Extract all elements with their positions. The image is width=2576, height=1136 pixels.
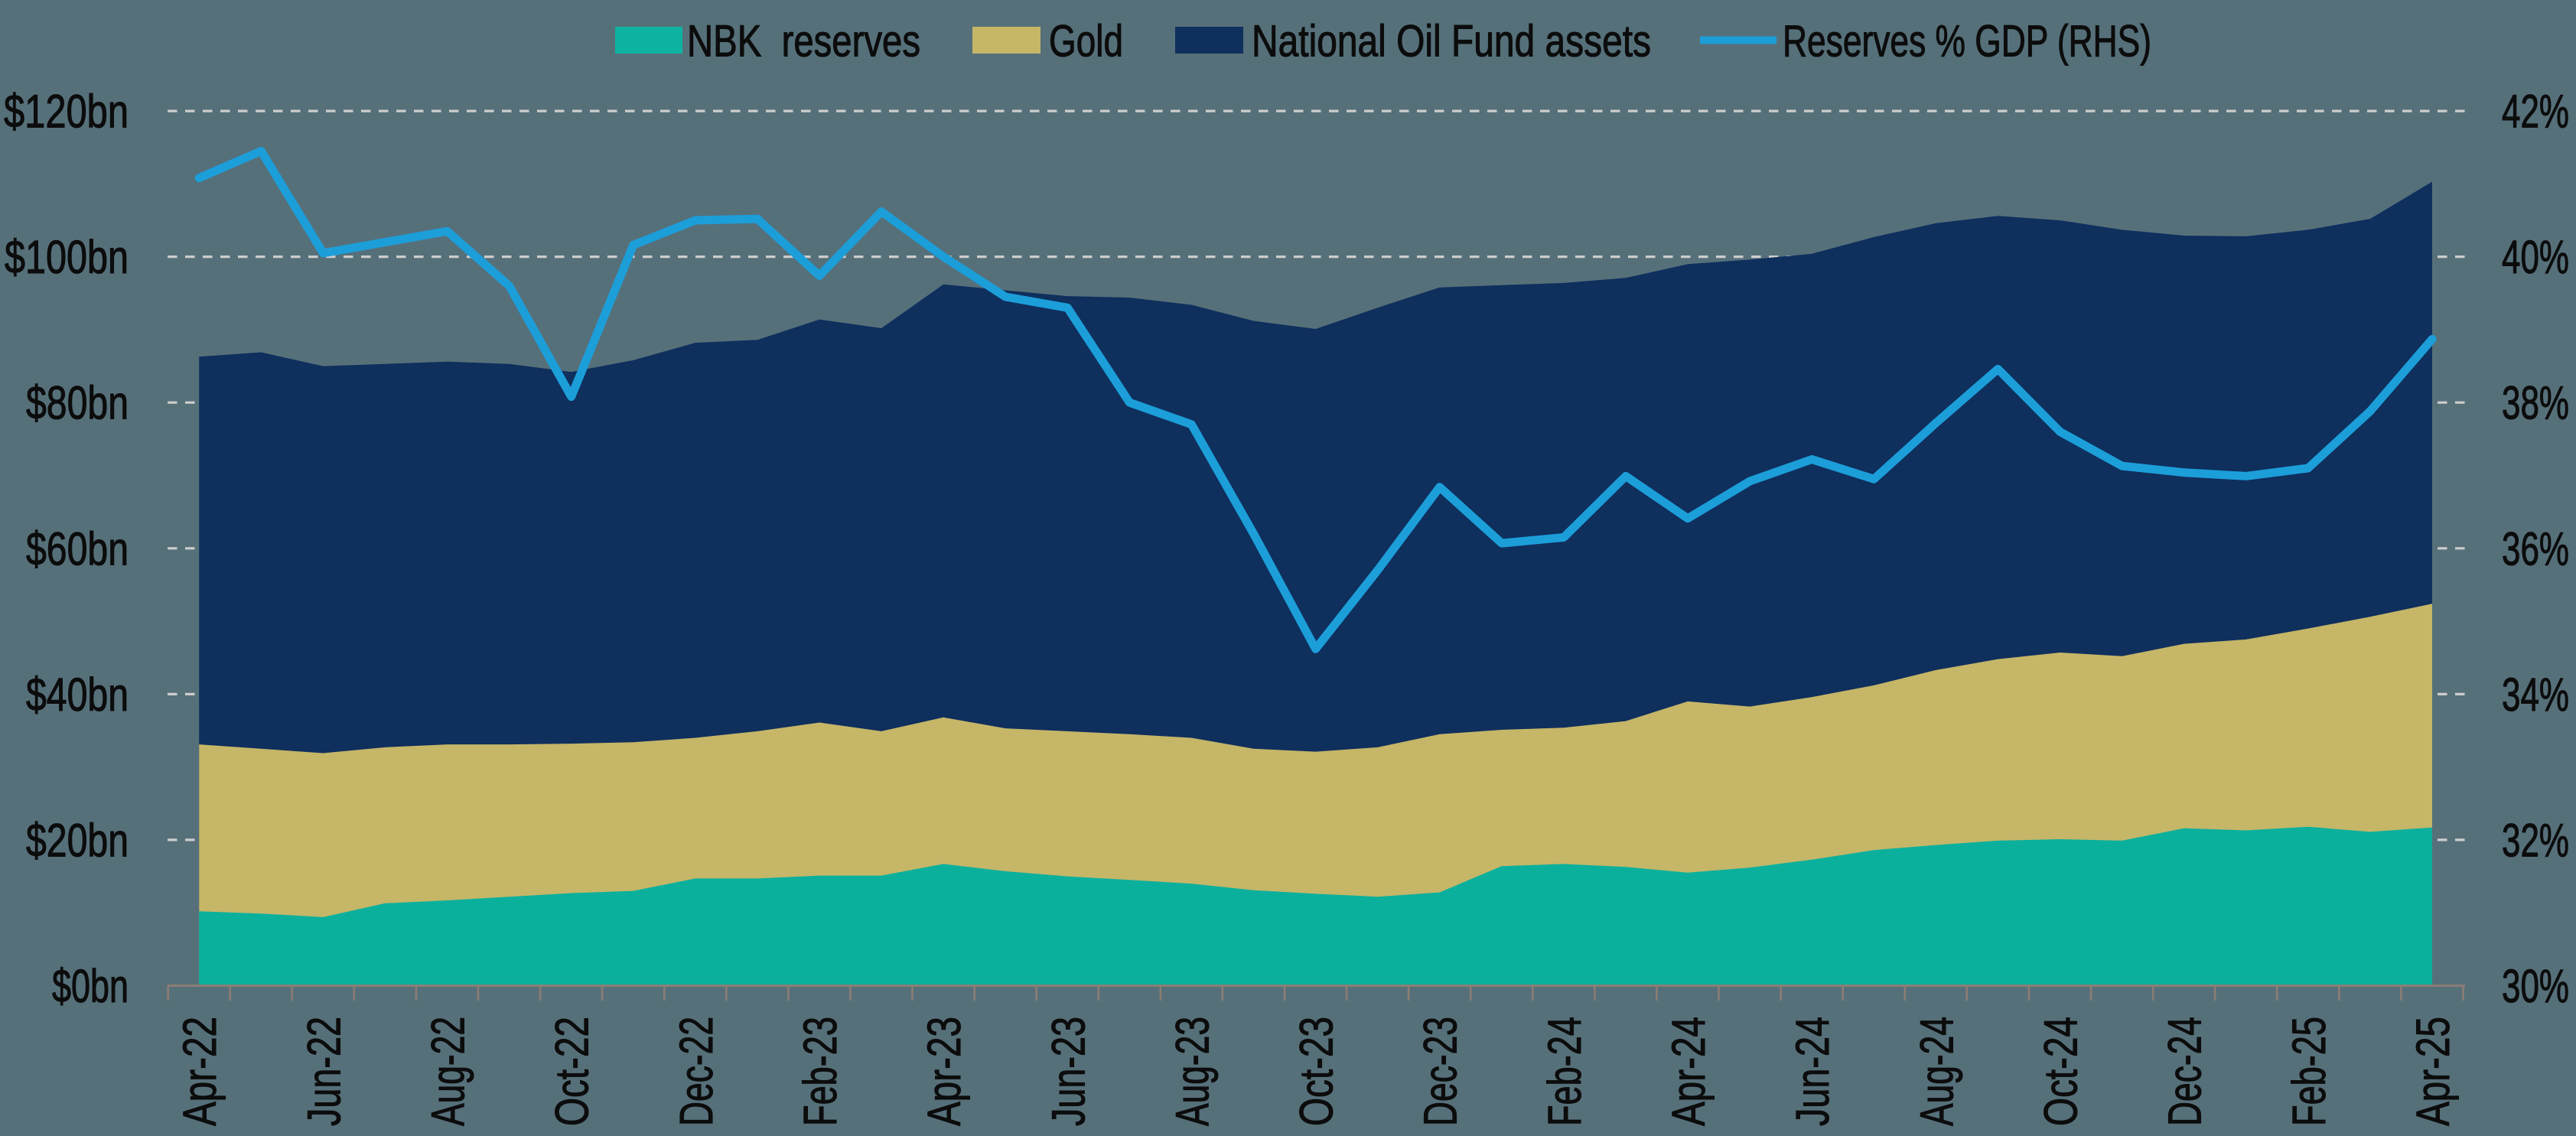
svg-text:$100bn: $100bn [5,231,129,283]
svg-text:NBK reserves: NBK reserves [687,17,920,67]
svg-text:Oct-24: Oct-24 [2035,1017,2087,1126]
svg-text:42%: 42% [2502,86,2569,138]
svg-text:Gold: Gold [1049,17,1123,67]
svg-text:32%: 32% [2502,814,2569,866]
svg-text:Dec-22: Dec-22 [670,1017,722,1126]
svg-text:Jun-24: Jun-24 [1786,1017,1838,1126]
svg-text:Aug-23: Aug-23 [1166,1017,1218,1126]
svg-text:Feb-24: Feb-24 [1539,1017,1591,1126]
svg-text:$40bn: $40bn [26,669,129,721]
svg-text:$120bn: $120bn [4,86,129,138]
svg-text:$0bn: $0bn [52,960,129,1012]
svg-text:Jun-23: Jun-23 [1042,1017,1094,1126]
svg-text:$20bn: $20bn [26,814,129,866]
svg-text:34%: 34% [2502,669,2569,721]
svg-text:Apr-24: Apr-24 [1663,1017,1715,1126]
svg-text:Dec-23: Dec-23 [1415,1017,1467,1126]
svg-text:Reserves % GDP (RHS): Reserves % GDP (RHS) [1783,17,2151,67]
svg-text:Feb-23: Feb-23 [794,1017,846,1126]
svg-text:30%: 30% [2502,960,2569,1012]
svg-text:Dec-24: Dec-24 [2159,1017,2211,1126]
svg-text:National Oil Fund assets: National Oil Fund assets [1252,17,1651,67]
svg-text:Apr-23: Apr-23 [918,1017,970,1126]
svg-text:Apr-22: Apr-22 [174,1017,226,1126]
svg-text:38%: 38% [2502,377,2569,429]
svg-text:$80bn: $80bn [26,377,129,429]
svg-text:Oct-23: Oct-23 [1291,1017,1343,1126]
svg-text:36%: 36% [2502,522,2569,575]
svg-text:Apr-25: Apr-25 [2407,1017,2459,1126]
svg-text:Aug-22: Aug-22 [422,1017,474,1126]
svg-text:Oct-22: Oct-22 [546,1017,598,1126]
svg-text:Jun-22: Jun-22 [298,1017,350,1126]
svg-text:40%: 40% [2502,231,2569,283]
svg-text:Aug-24: Aug-24 [1910,1017,1962,1126]
svg-text:Feb-25: Feb-25 [2283,1017,2335,1126]
svg-text:$60bn: $60bn [26,522,129,575]
